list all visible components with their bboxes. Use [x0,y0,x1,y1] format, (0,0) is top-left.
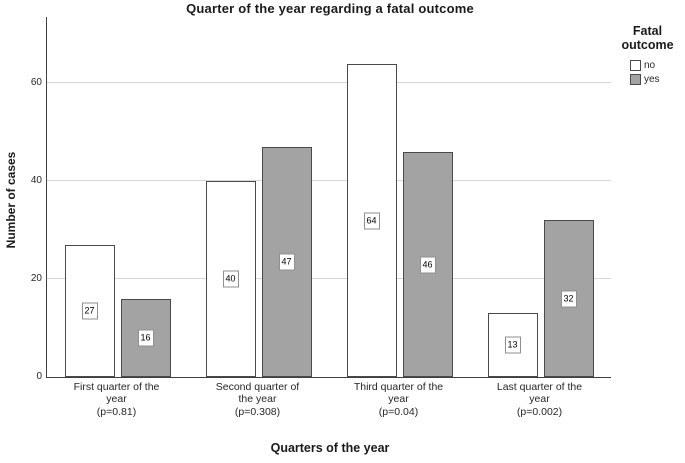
bar-no-q2: 40 [205,181,256,377]
legend: Fatal outcome no yes [610,24,685,88]
x-axis-title: Quarters of the year [270,441,390,455]
bar-value-label: 16 [137,329,154,347]
bar-value-label: 13 [504,336,521,354]
bar-yes-q1: 16 [120,299,171,377]
bar-group-4: 13 32 [470,220,611,377]
x-category-label-4: Last quarter of the year (p=0.002) [496,381,583,418]
bar-value-label: 64 [363,212,380,229]
y-tick-label-0: 0 [36,371,42,382]
y-tick-label-60: 60 [30,77,42,89]
legend-item-no: no [630,59,685,71]
bar-group-1: 27 16 [47,245,188,377]
y-tick-label-20: 20 [30,273,42,285]
legend-swatch-no [630,59,641,71]
y-tick-label-40: 40 [30,175,42,187]
bar-value-label: 40 [222,270,239,288]
legend-item-yes: yes [630,73,685,85]
bar-value-label: 47 [278,253,295,271]
gridline-y-40 [47,180,611,182]
bar-value-label: 46 [419,256,436,273]
bar-group-3: 64 46 [329,64,470,377]
gridline-y-20 [47,278,611,280]
legend-title: Fatal outcome [621,24,674,53]
bar-value-label: 32 [560,290,577,307]
bar-yes-q4: 32 [543,220,594,377]
legend-label-no: no [644,59,656,71]
bar-no-q3: 64 [346,64,397,377]
gridline-y-60 [47,82,611,84]
bar-group-2: 40 47 [188,147,329,377]
plot-area: 27 16 40 47 64 46 13 32 [46,17,611,378]
x-category-label-1: First quarter of the year (p=0.81) [73,381,160,418]
x-category-label-3: Third quarter of the year (p=0.04) [353,381,444,418]
bar-yes-q2: 47 [261,147,312,377]
bar-no-q4: 13 [487,313,538,377]
x-category-label-2: Second quarter of the year (p=0.308) [215,381,300,418]
legend-items: no yes [610,59,685,85]
legend-swatch-yes [630,73,641,85]
bar-yes-q3: 46 [402,152,453,377]
legend-label-yes: yes [644,73,660,85]
bar-no-q1: 27 [64,245,115,377]
chart-title: Quarter of the year regarding a fatal ou… [186,1,474,16]
y-axis-title: Number of cases [4,151,18,249]
bar-value-label: 27 [81,302,98,320]
